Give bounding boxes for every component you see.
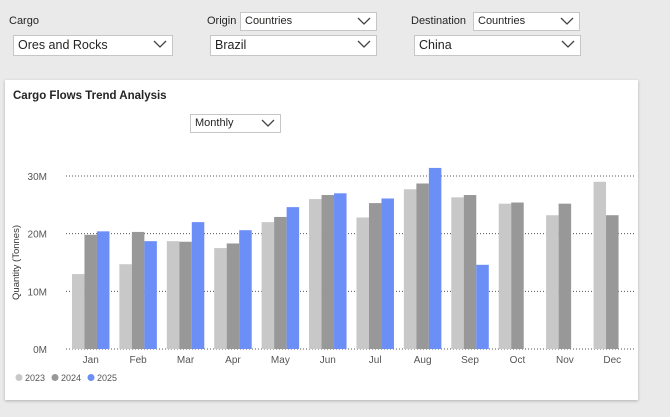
chart-card: Cargo Flows Trend Analysis Monthly 0M 10M… [5, 80, 638, 400]
y-tick-label: 20M [28, 230, 47, 241]
bar-2023-jul [356, 217, 369, 349]
bar-2025-sep [476, 264, 489, 349]
x-tick-label: Sep [461, 355, 479, 366]
chevron-down-icon [561, 39, 575, 49]
bar-2025-jun [334, 193, 347, 349]
bar-2023-feb [119, 264, 132, 349]
bar-2024-jun [321, 195, 335, 349]
chevron-down-icon [560, 16, 574, 26]
chevron-down-icon [261, 118, 275, 128]
bar-chart: 0M 10M 20M 30M Quantity (Tonnes) Jan Feb Mar Apr… [11, 167, 635, 383]
bar-2025-jan [96, 231, 110, 349]
legend-marker-2025 [87, 374, 95, 381]
origin-dropdown[interactable]: Brazil [210, 35, 377, 56]
y-axis-title: Quantity (Tonnes) [11, 225, 22, 300]
bar-2024-dec [606, 215, 619, 349]
origin-scope-dropdown[interactable]: Countries [240, 12, 377, 31]
bar-2024-feb [131, 231, 145, 349]
legend-label-2023: 2023 [25, 373, 45, 383]
cargo-dropdown[interactable]: Ores and Rocks [13, 35, 173, 56]
bar-2023-sep [451, 197, 464, 349]
bar-2023-dec [593, 181, 607, 349]
x-tick-label: Feb [130, 355, 148, 366]
bar-2024-jan [84, 234, 97, 349]
bar-2024-mar [179, 241, 192, 349]
bar-2025-mar [191, 222, 205, 349]
origin-value: Brazil [215, 38, 247, 52]
cargo-value: Ores and Rocks [18, 38, 108, 52]
y-tick-label: 30M [28, 172, 47, 183]
bar-2025-apr [239, 230, 252, 349]
bar-2023-oct [498, 203, 512, 349]
x-tick-label: Oct [510, 355, 526, 366]
bar-2025-aug [428, 167, 442, 349]
bar-2023-nov [546, 215, 559, 349]
x-tick-label: Jun [320, 355, 336, 366]
chevron-down-icon [357, 39, 371, 49]
origin-label: Origin [207, 15, 237, 27]
destination-scope-value: Countries [478, 15, 526, 27]
x-tick-label: May [271, 355, 290, 366]
x-tick-label: Aug [414, 355, 432, 366]
legend-label-2024: 2024 [61, 373, 81, 383]
x-tick-label: Jul [369, 355, 382, 366]
x-tick-label: Jan [83, 355, 99, 366]
destination-scope-dropdown[interactable]: Countries [473, 12, 580, 31]
bar-2025-jul [381, 198, 394, 349]
destination-label: Destination [411, 15, 467, 27]
bar-2024-apr [226, 243, 240, 349]
x-tick-label: Mar [177, 355, 195, 366]
bar-2025-feb [144, 241, 157, 349]
x-tick-label: Apr [225, 355, 241, 366]
bar-2023-aug [403, 189, 417, 349]
legend-marker-2023 [15, 374, 23, 381]
bar-2024-aug [416, 183, 429, 349]
bar-2023-jun [309, 199, 322, 349]
bar-2024-sep [463, 195, 477, 349]
bar-2024-jul [368, 203, 382, 349]
legend-label-2025: 2025 [97, 373, 117, 383]
cargo-label: Cargo [9, 15, 39, 27]
destination-dropdown[interactable]: China [414, 35, 581, 56]
bar-2023-mar [166, 241, 180, 349]
origin-scope-value: Countries [245, 15, 293, 27]
legend-marker-2024 [51, 374, 59, 381]
chart-title: Cargo Flows Trend Analysis [13, 90, 167, 102]
y-tick-label: 0M [33, 345, 47, 356]
x-tick-label: Nov [556, 355, 574, 366]
y-tick-label: 10M [28, 287, 47, 298]
chevron-down-icon [357, 16, 371, 26]
bar-2023-jan [71, 274, 85, 349]
granularity-dropdown[interactable]: Monthly [190, 114, 281, 133]
chevron-down-icon [153, 39, 167, 49]
destination-value: China [419, 38, 452, 52]
bar-2023-apr [214, 248, 227, 349]
bar-2024-may [274, 216, 287, 349]
bar-2023-may [261, 222, 275, 349]
granularity-value: Monthly [195, 117, 234, 129]
bar-2024-nov [558, 203, 572, 349]
bar-2024-oct [511, 202, 524, 349]
x-tick-label: Dec [603, 355, 621, 366]
bar-2025-may [286, 207, 300, 349]
